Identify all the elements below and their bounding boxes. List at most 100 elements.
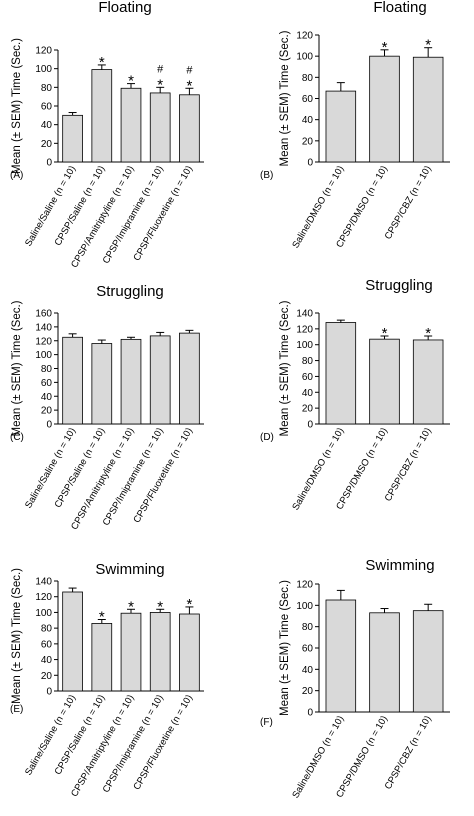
y-tick-label: 0 — [307, 158, 313, 169]
bar — [120, 338, 142, 425]
chart-title: Swimming — [365, 557, 434, 574]
y-tick-label: 40 — [302, 115, 314, 126]
x-tick-label: CPSP/DMSO (n = 10) — [334, 714, 390, 800]
significance-marker: * — [425, 37, 431, 54]
panel-label: (C) — [10, 432, 24, 443]
panel-label: (E) — [10, 704, 23, 715]
y-tick-label: 120 — [35, 46, 52, 57]
y-tick-label: 20 — [41, 671, 53, 682]
y-tick-label: 120 — [296, 580, 313, 591]
y-tick-label: 60 — [41, 639, 53, 650]
x-tick-label: CPSP/DMSO (n = 10) — [334, 164, 390, 250]
y-tick-label: 100 — [35, 350, 52, 361]
bar — [325, 322, 357, 425]
y-tick-label: 100 — [296, 340, 313, 351]
significance-marker: * — [157, 76, 163, 93]
chart-title: Floating — [373, 0, 426, 16]
chart-title: Swimming — [95, 561, 164, 578]
chart-title: Struggling — [365, 277, 433, 294]
bar — [412, 56, 444, 163]
bar — [412, 610, 444, 713]
y-tick-label: 20 — [302, 136, 314, 147]
y-tick-label: 80 — [41, 83, 53, 94]
bar — [149, 612, 171, 692]
significance-marker: * — [382, 325, 388, 342]
bar — [369, 55, 400, 163]
y-tick-label: 80 — [302, 622, 314, 633]
y-tick-label: 0 — [307, 420, 313, 431]
y-tick-label: 60 — [41, 102, 53, 113]
y-tick-label: 20 — [41, 406, 53, 417]
significance-marker: * — [128, 598, 134, 615]
x-tick-label: CPSP/Fluoxetine (n = 10) — [131, 164, 195, 263]
significance-marker: * — [157, 598, 163, 615]
significance-marker: * — [99, 54, 105, 71]
bar — [120, 87, 142, 163]
y-tick-label: 40 — [302, 388, 314, 399]
bar — [369, 338, 400, 425]
y-tick-label: 80 — [302, 356, 314, 367]
bar — [149, 335, 171, 425]
panel-label: (F) — [260, 717, 273, 728]
panel-label: (A) — [10, 170, 23, 181]
significance-marker: * — [186, 77, 192, 94]
bar — [412, 339, 444, 425]
y-tick-label: 40 — [41, 655, 53, 666]
y-tick-label: 0 — [46, 687, 52, 698]
panel-label: (D) — [260, 432, 274, 443]
chart-title: Struggling — [96, 283, 164, 300]
x-tick-label: CPSP/CBZ (n = 10) — [383, 426, 434, 504]
y-tick-label: 0 — [46, 420, 52, 431]
y-tick-label: 20 — [302, 686, 314, 697]
x-tick-label: CPSP/DMSO (n = 10) — [334, 426, 390, 512]
bar — [179, 94, 200, 163]
bar — [179, 613, 200, 692]
y-tick-label: 100 — [296, 52, 313, 63]
y-tick-label: 100 — [35, 608, 52, 619]
y-tick-label: 40 — [302, 665, 314, 676]
y-axis-label: Mean (± SEM) Time (Sec.) — [279, 580, 291, 716]
y-tick-label: 40 — [41, 392, 53, 403]
y-tick-label: 60 — [302, 644, 314, 655]
y-tick-label: 120 — [35, 336, 52, 347]
y-tick-label: 20 — [41, 139, 53, 150]
x-tick-label: CPSP/CBZ (n = 10) — [383, 164, 434, 242]
y-tick-label: 60 — [41, 378, 53, 389]
bar — [325, 599, 357, 713]
y-axis-label: Mean (± SEM) Time (Sec.) — [11, 38, 23, 174]
y-axis-label: Mean (± SEM) Time (Sec.) — [279, 30, 291, 166]
chart-title: Floating — [98, 0, 151, 16]
y-tick-label: 100 — [296, 601, 313, 612]
y-tick-label: 120 — [35, 592, 52, 603]
significance-marker: # — [186, 64, 193, 76]
y-tick-label: 120 — [296, 324, 313, 335]
x-tick-label: CPSP/Fluoxetine (n = 10) — [131, 426, 195, 525]
bar — [62, 336, 83, 425]
bar — [62, 591, 83, 692]
x-tick-label: Saline/Saline (n = 10) — [23, 426, 78, 510]
y-tick-label: 0 — [307, 708, 313, 719]
y-tick-label: 60 — [302, 94, 314, 105]
y-tick-label: 140 — [296, 309, 313, 320]
x-tick-label: CPSP/Fluoxetine (n = 10) — [131, 693, 195, 792]
significance-marker: * — [99, 609, 105, 626]
bar — [369, 612, 400, 713]
y-axis-label: Mean (± SEM) Time (Sec.) — [11, 568, 23, 704]
significance-marker: # — [157, 63, 164, 75]
bar — [62, 114, 83, 163]
y-tick-label: 80 — [302, 73, 314, 84]
bar — [325, 90, 357, 163]
significance-marker: * — [425, 325, 431, 342]
y-tick-label: 0 — [46, 158, 52, 169]
y-tick-label: 120 — [296, 31, 313, 42]
y-tick-label: 140 — [35, 322, 52, 333]
y-tick-label: 60 — [302, 372, 314, 383]
x-tick-label: Saline/Saline (n = 10) — [23, 693, 78, 777]
y-tick-label: 20 — [302, 404, 314, 415]
significance-marker: * — [382, 39, 388, 56]
y-axis-label: Mean (± SEM) Time (Sec.) — [279, 300, 291, 436]
significance-marker: * — [186, 596, 192, 613]
bar — [179, 332, 200, 425]
bar — [91, 69, 113, 163]
